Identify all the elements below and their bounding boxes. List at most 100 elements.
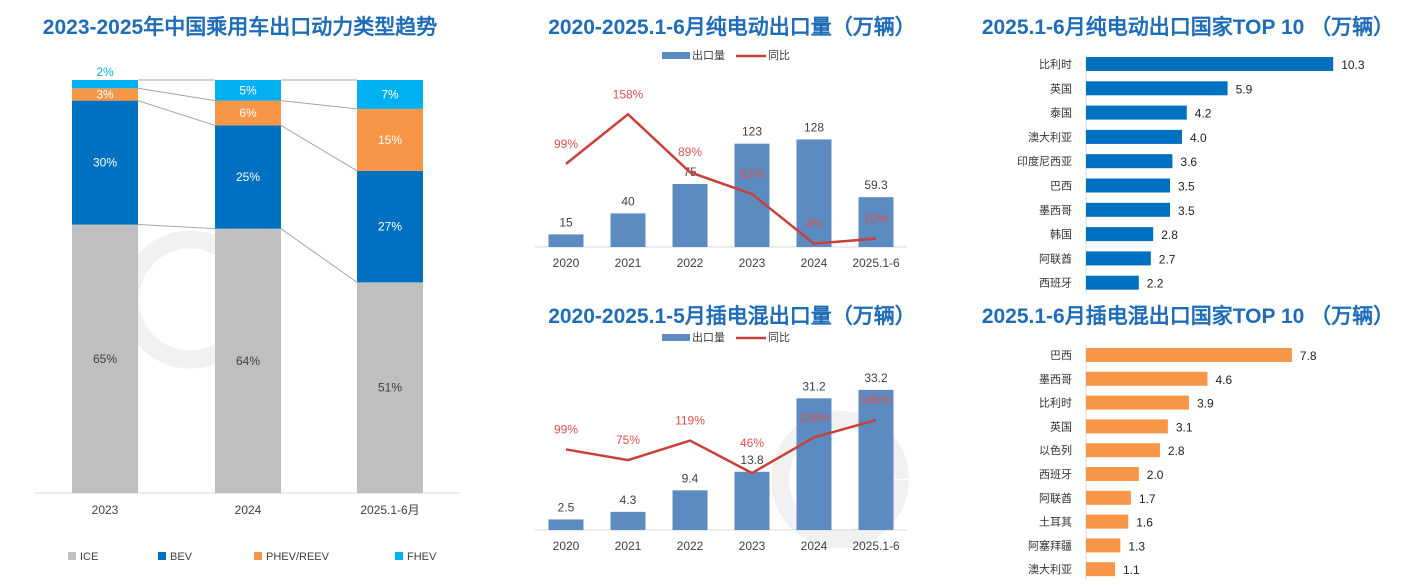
yoy-label: 63% — [740, 167, 764, 181]
bar — [672, 184, 708, 247]
bar — [1086, 154, 1173, 169]
data-label: 3% — [96, 87, 114, 101]
x-tick-label: 2025.1-6 — [852, 539, 900, 553]
bar-value-label: 2.2 — [1147, 277, 1164, 291]
bar-bev — [215, 125, 281, 229]
yoy-label: 89% — [678, 145, 702, 159]
bar-value-label: 123 — [742, 125, 762, 139]
bar-value-label: 7.8 — [1300, 349, 1317, 363]
x-tick-label: 2020 — [553, 256, 580, 270]
bar-value-label: 15 — [559, 215, 573, 229]
bar — [1086, 467, 1139, 481]
bar-value-label: 33.2 — [864, 371, 888, 385]
x-tick-label: 2022 — [677, 256, 704, 270]
bar-value-label: 4.3 — [620, 493, 637, 507]
stacked-chart: 65% 30% 3% 2% 2023 64% 25% 6% 5% 2024 51% 27% 15% 7% 2… — [35, 65, 460, 563]
bar — [1086, 419, 1168, 434]
x-tick-label: 2024 — [801, 256, 828, 270]
legend-label: ICE — [80, 551, 98, 563]
x-tick-label: 2024 — [801, 539, 828, 553]
bar — [1086, 105, 1187, 120]
category-label: 墨西哥 — [1039, 373, 1072, 386]
bar-phev-reev — [357, 108, 423, 171]
bar-bev — [72, 100, 138, 225]
bar-value-label: 1.1 — [1123, 563, 1140, 577]
chart1-title: 2023-2025年中国乘用车出口动力类型趋势 — [43, 15, 437, 39]
legend-label: PHEV/REEV — [266, 551, 330, 563]
bar-value-label: 10.3 — [1341, 58, 1365, 72]
x-tick-label: 2023 — [739, 256, 766, 270]
bar-value-label: 128 — [804, 120, 824, 134]
data-label: 51% — [378, 381, 402, 395]
bar-value-label: 3.5 — [1178, 180, 1195, 194]
bar — [548, 519, 584, 530]
bar — [610, 511, 646, 530]
legend-label: BEV — [170, 551, 193, 563]
bev-export-chart: 1520204020217520221232023128202459.32025… — [535, 48, 907, 270]
bar-value-label: 3.9 — [1197, 397, 1214, 411]
yoy-label: 158% — [613, 87, 644, 101]
bar-ice — [72, 224, 138, 494]
bar-value-label: 1.3 — [1128, 539, 1145, 553]
bar — [858, 389, 894, 530]
yoy-label: 4% — [805, 217, 823, 231]
series-connector — [137, 100, 216, 126]
category-label: 澳大利亚 — [1028, 130, 1072, 144]
category-label: 巴西 — [1050, 350, 1072, 362]
chart4-title: 2025.1-6月纯电动出口国家TOP 10 （万辆） — [982, 15, 1394, 39]
phev-country-chart: 巴西 7.8 墨西哥 4.6 比利时 3.9 英国 3.1 以色列 2.8 西班牙 2.0 阿联酋 1.7… — [1028, 345, 1317, 580]
x-tick-label: 2025.1-6月 — [360, 503, 419, 517]
legend-label: FHEV — [407, 551, 437, 563]
bar — [548, 234, 584, 247]
bar — [1086, 57, 1334, 71]
bar-ice — [215, 228, 281, 493]
yoy-line — [565, 418, 877, 475]
category-label: 英国 — [1050, 81, 1072, 95]
chart3-title: 2020-2025.1-5月插电混出口量（万辆） — [548, 304, 916, 328]
bar-value-label: 4.0 — [1190, 131, 1207, 145]
yoy-label: 75% — [616, 433, 640, 447]
bar-value-label: 1.7 — [1139, 492, 1156, 506]
yoy-label: 46% — [740, 436, 764, 450]
bar-value-label: 31.2 — [802, 379, 826, 393]
legend-label: 出口量 — [692, 330, 725, 344]
legend-label: 出口量 — [692, 48, 725, 62]
category-label: 比利时 — [1039, 58, 1072, 71]
bar — [1086, 129, 1182, 144]
data-label: 2% — [96, 65, 114, 79]
bar — [1086, 251, 1151, 266]
yoy-label: 99% — [554, 422, 578, 436]
bar-value-label: 5.9 — [1236, 82, 1253, 96]
category-label: 印度尼西亚 — [1017, 154, 1072, 168]
bar — [1086, 81, 1228, 96]
bar-value-label: 2.7 — [1159, 252, 1176, 266]
data-label: 64% — [236, 354, 260, 368]
x-tick-label: 2021 — [615, 539, 642, 553]
data-label: 5% — [239, 83, 257, 97]
category-label: 阿联酋 — [1039, 251, 1072, 265]
bar-value-label: 4.6 — [1215, 373, 1232, 387]
series-connector — [280, 125, 358, 172]
bar-value-label: 3.1 — [1176, 420, 1193, 434]
category-label: 墨西哥 — [1039, 204, 1072, 217]
bar-ice — [357, 282, 423, 493]
x-tick-label: 2025.1-6 — [852, 256, 900, 270]
bar-phev-reev — [72, 88, 138, 101]
x-tick-label: 2020 — [553, 539, 580, 553]
x-tick-label: 2022 — [677, 539, 704, 553]
data-label: 25% — [236, 170, 260, 184]
bar-bev — [357, 170, 423, 283]
bar — [1086, 227, 1154, 242]
phev-export-chart: 2.5 2020 4.3 2021 9.4 2022 13.8 2023 31.2 2024 33.… — [535, 330, 907, 553]
bar — [1086, 202, 1170, 217]
bar-value-label: 2.8 — [1161, 228, 1178, 242]
bar-value-label: 1.6 — [1136, 516, 1153, 530]
legend-label: 同比 — [768, 49, 790, 62]
category-label: 澳大利亚 — [1028, 562, 1072, 576]
category-label: 泰国 — [1050, 106, 1072, 120]
series-connector — [137, 87, 216, 102]
yoy-label: 165% — [861, 393, 892, 407]
bar-value-label: 59.3 — [864, 178, 888, 192]
legend-swatch — [158, 552, 166, 560]
bar — [1086, 348, 1292, 362]
